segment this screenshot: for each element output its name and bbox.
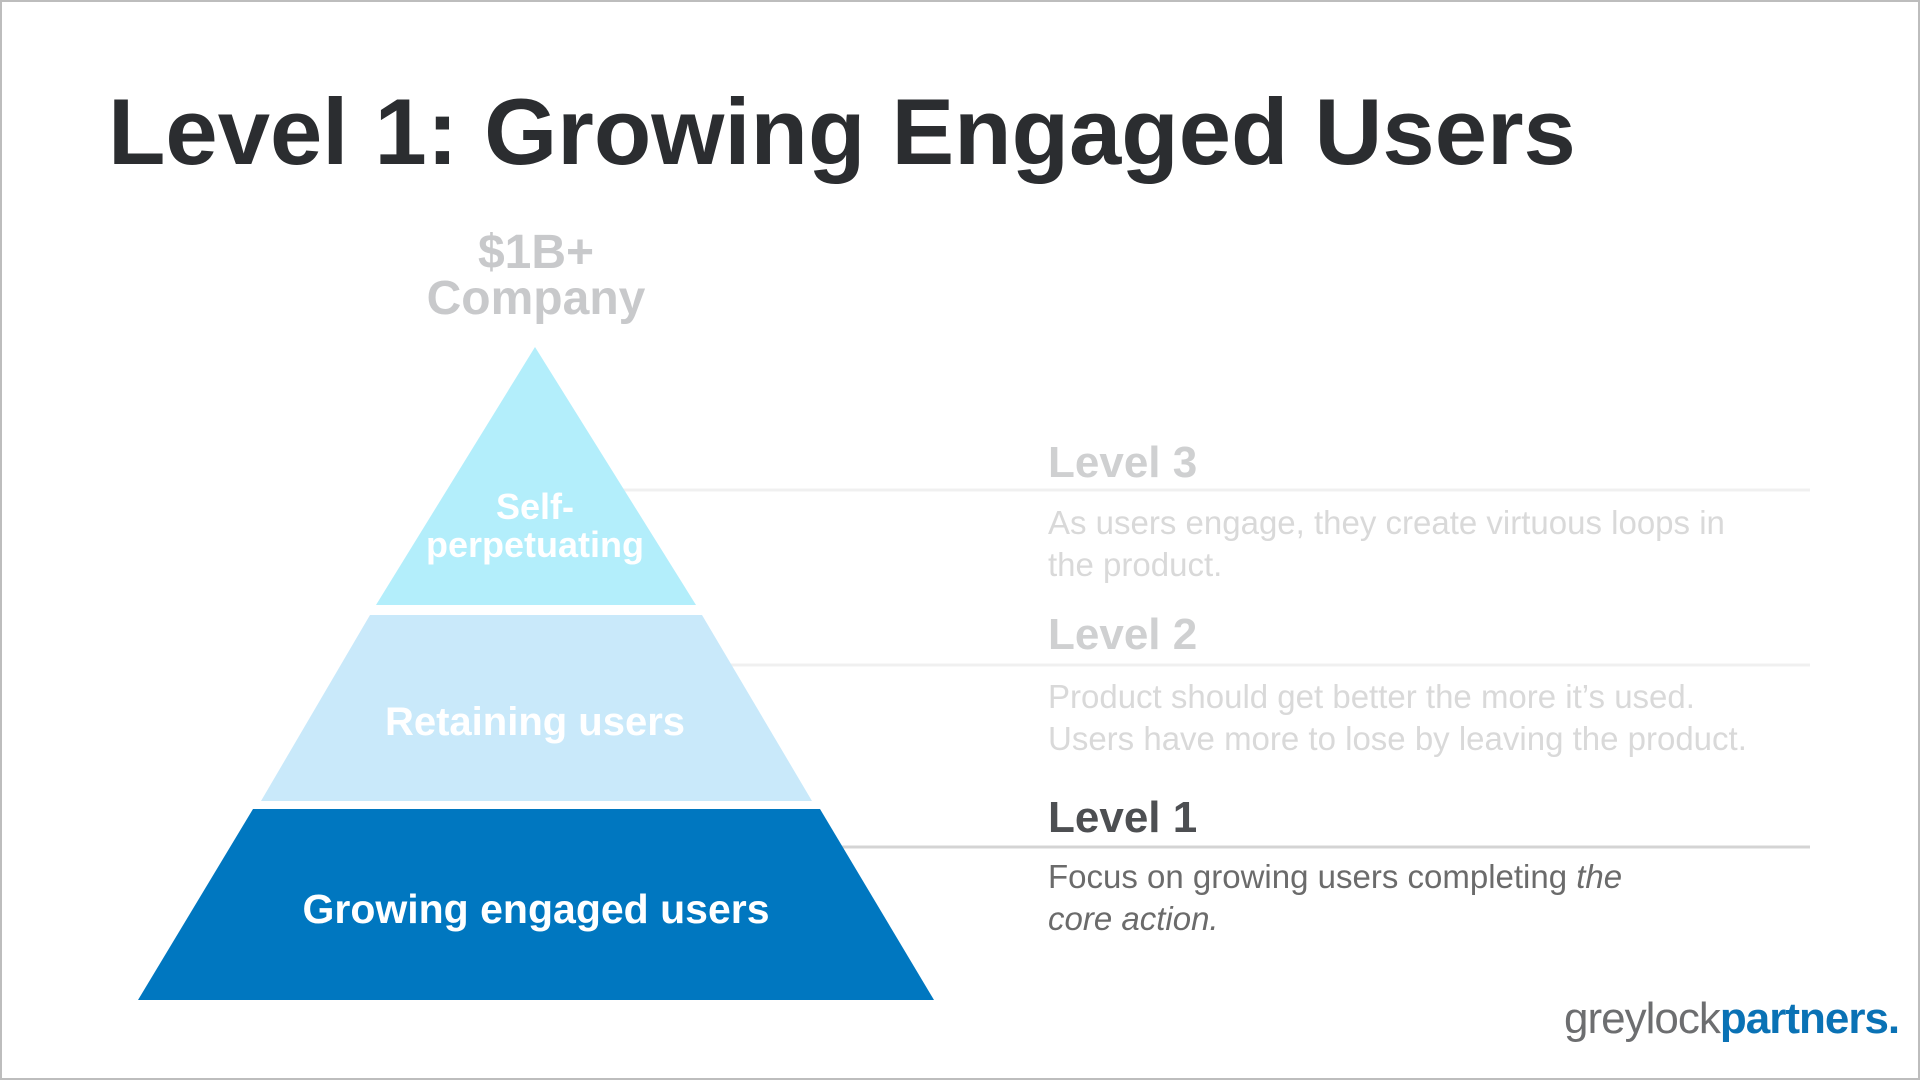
pyramid-tier-bottom — [138, 809, 934, 1000]
level-3-description: As users engage, they create virtuous lo… — [1048, 502, 1848, 586]
pyramid-tier-top — [376, 347, 696, 605]
level-2-description: Product should get better the more it’s … — [1048, 676, 1908, 760]
apex-label: $1B+ Company — [336, 226, 736, 325]
desc-line: Users have more to lose by leaving the p… — [1048, 720, 1747, 757]
desc-line: the product. — [1048, 546, 1223, 583]
desc-emphasis: the — [1576, 858, 1623, 895]
tier-label-line2: perpetuating — [425, 524, 644, 565]
tier-label-growing-engaged-users: Growing engaged users — [302, 886, 770, 932]
desc-text: Focus on growing users completing — [1048, 858, 1577, 895]
level-3-heading: Level 3 — [1048, 438, 1198, 487]
apex-label-line2: Company — [426, 272, 646, 325]
apex-label-line1: $1B+ — [477, 226, 595, 279]
greylock-logo: greylockpartners. — [1564, 994, 1900, 1044]
logo-partners: partners. — [1719, 994, 1900, 1043]
tier-label-retaining-users: Retaining users — [384, 700, 686, 744]
pyramid-tier-middle — [261, 615, 812, 801]
level-1-heading: Level 1 — [1048, 793, 1198, 842]
tier-label-line1: Self- — [495, 486, 574, 527]
logo-greylock: greylock — [1564, 994, 1721, 1043]
desc-line: Product should get better the more it’s … — [1048, 678, 1695, 715]
level-2-heading: Level 2 — [1048, 610, 1198, 659]
desc-line: core action. — [1048, 898, 1848, 940]
tier-label-self-perpetuating: Self- perpetuating — [385, 488, 685, 564]
desc-line: As users engage, they create virtuous lo… — [1048, 504, 1725, 541]
slide-title: Level 1: Growing Engaged Users — [108, 79, 1576, 184]
desc-line: Focus on growing users completing the — [1048, 856, 1848, 898]
level-1-description: Focus on growing users completing the co… — [1048, 856, 1848, 940]
desc-emphasis: core action. — [1048, 900, 1219, 937]
